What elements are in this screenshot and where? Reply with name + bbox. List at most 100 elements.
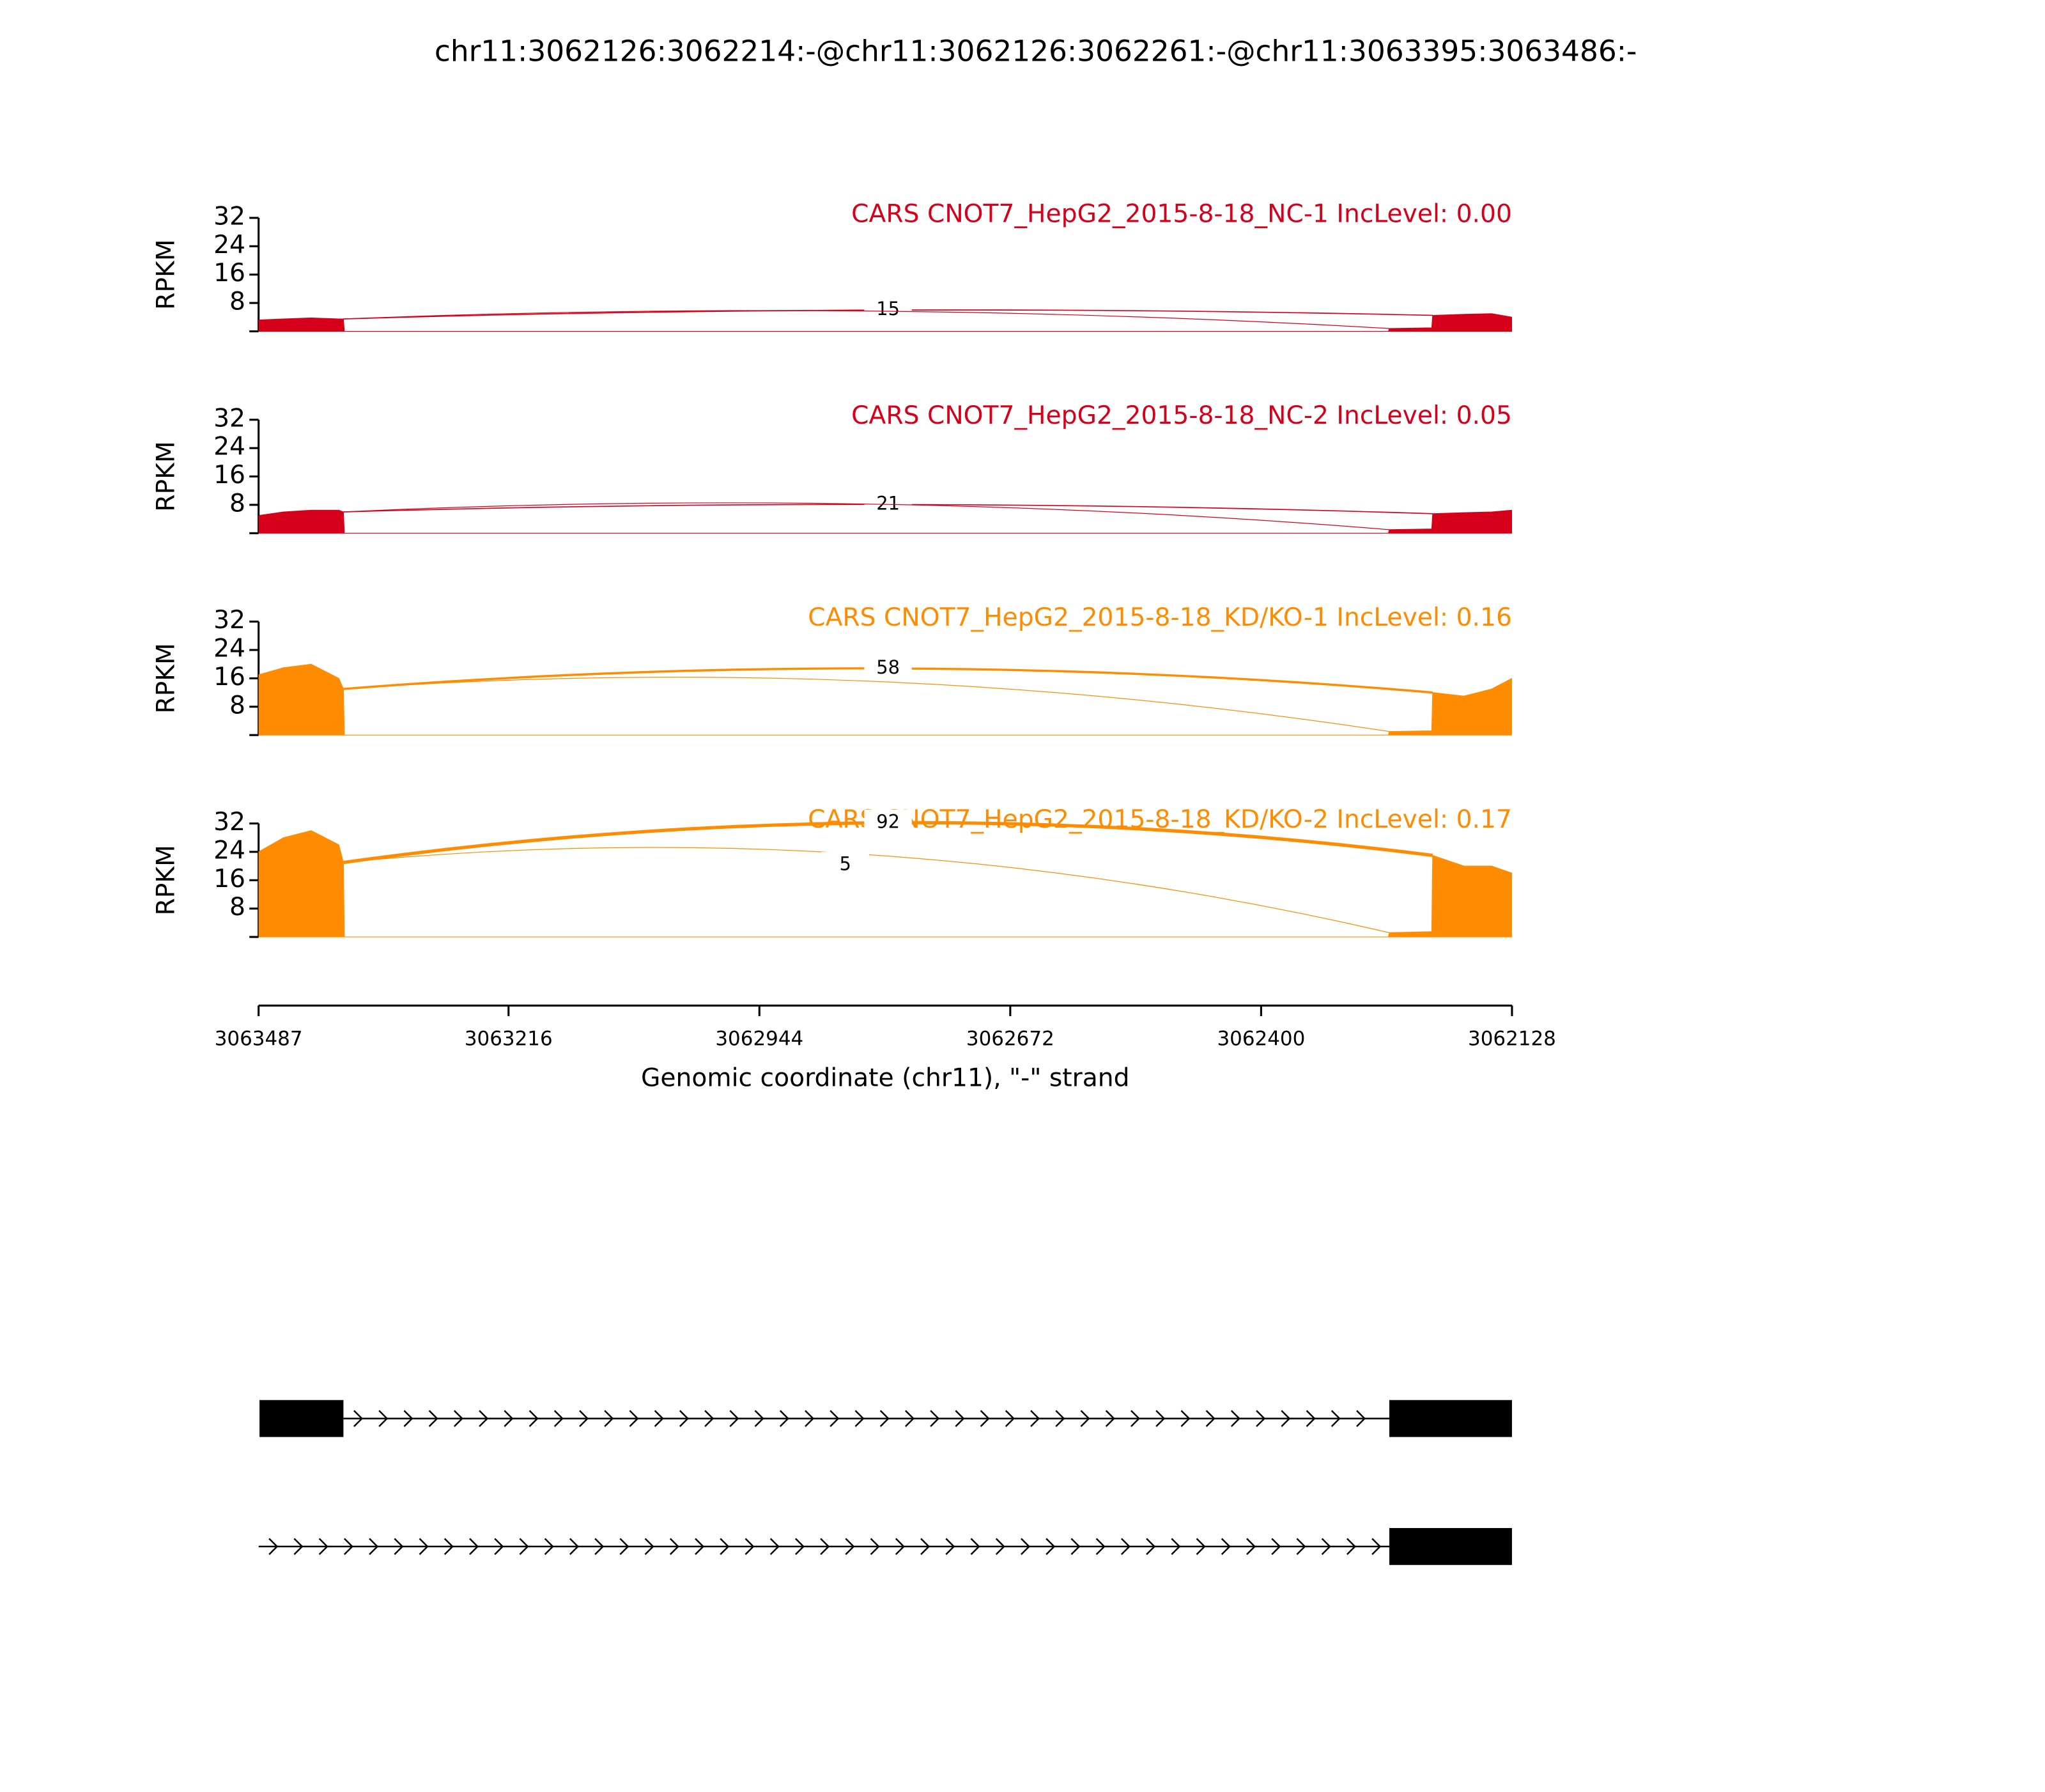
x-tick-label: 3062672 (966, 1028, 1054, 1051)
y-tick-label: 24 (213, 635, 245, 663)
strand-chevron (494, 1538, 504, 1556)
strand-chevron (879, 1410, 890, 1427)
y-axis-label: RPKM (152, 441, 181, 511)
strand-chevron (745, 1538, 755, 1556)
strand-chevron (428, 1410, 438, 1427)
panel: CARS CNOT7_HepG2_2015-8-18_NC-1 IncLevel… (152, 199, 1512, 332)
strand-chevron (1005, 1410, 1015, 1427)
strand-chevron (569, 1538, 580, 1556)
coverage-area (258, 830, 1512, 938)
y-tick-label: 16 (213, 865, 245, 893)
strand-chevron (394, 1538, 404, 1556)
junction-label-bg (821, 852, 869, 879)
panel: CARS CNOT7_HepG2_2015-8-18_NC-2 IncLevel… (152, 401, 1512, 534)
strand-chevron (795, 1538, 805, 1556)
panel-title: CARS CNOT7_HepG2_2015-8-18_KD/KO-1 IncLe… (808, 603, 1512, 632)
x-tick-label: 3062944 (715, 1028, 803, 1051)
y-tick-label: 8 (229, 288, 245, 316)
y-axis-label: RPKM (152, 643, 181, 713)
strand-chevron (378, 1410, 389, 1427)
strand-chevron (453, 1410, 463, 1427)
junction-arc (343, 502, 1390, 530)
strand-chevron (995, 1538, 1005, 1556)
strand-chevron (629, 1410, 639, 1427)
strand-chevron (1331, 1410, 1341, 1427)
strand-chevron (504, 1410, 514, 1427)
strand-chevron (870, 1538, 880, 1556)
strand-chevron (644, 1538, 654, 1556)
strand-chevron (805, 1410, 815, 1427)
x-axis-label: Genomic coordinate (chr11), "-" strand (641, 1064, 1130, 1093)
strand-chevron (970, 1538, 980, 1556)
strand-chevron (845, 1538, 855, 1556)
strand-chevron (604, 1410, 614, 1427)
strand-chevron (318, 1538, 328, 1556)
strand-chevron (669, 1538, 679, 1556)
strand-chevron (419, 1538, 429, 1556)
strand-chevron (854, 1410, 865, 1427)
strand-chevron (930, 1410, 940, 1427)
transcript (259, 1400, 1512, 1437)
junction-label-bg (864, 655, 912, 682)
strand-chevron (1095, 1538, 1106, 1556)
junction-count: 5 (839, 853, 851, 875)
strand-chevron (1120, 1538, 1131, 1556)
y-tick-label: 16 (213, 259, 245, 288)
y-tick-label: 32 (213, 808, 245, 837)
junction-arc (343, 310, 1390, 329)
x-tick-label: 3063487 (215, 1028, 303, 1051)
strand-chevron (1171, 1538, 1181, 1556)
strand-chevron (695, 1538, 705, 1556)
strand-chevron (955, 1410, 965, 1427)
y-tick-label: 24 (213, 433, 245, 461)
strand-chevron (754, 1410, 764, 1427)
y-axis-label: RPKM (152, 239, 181, 309)
strand-chevron (1080, 1410, 1090, 1427)
exon (1389, 1527, 1512, 1565)
junction-label-bg (864, 809, 912, 837)
y-tick-label: 24 (213, 231, 245, 259)
panel-title: CARS CNOT7_HepG2_2015-8-18_NC-2 IncLevel… (851, 401, 1512, 430)
strand-chevron (1356, 1410, 1366, 1427)
junction-label-bg (864, 297, 912, 323)
strand-chevron (1230, 1410, 1240, 1427)
strand-chevron (529, 1410, 539, 1427)
y-tick-label: 32 (213, 202, 245, 231)
plot-title: chr11:3062126:3062214:-@chr11:3062126:30… (435, 34, 1637, 68)
strand-chevron (293, 1538, 304, 1556)
strand-chevron (343, 1538, 353, 1556)
strand-chevron (1246, 1538, 1256, 1556)
strand-chevron (479, 1410, 489, 1427)
strand-chevron (769, 1538, 780, 1556)
exon (259, 1400, 344, 1437)
junction-count: 15 (876, 298, 900, 320)
panel: CARS CNOT7_HepG2_2015-8-18_KD/KO-2 IncLe… (152, 805, 1512, 938)
strand-chevron (920, 1538, 930, 1556)
strand-chevron (830, 1410, 840, 1427)
strand-chevron (1281, 1410, 1291, 1427)
strand-chevron (268, 1538, 279, 1556)
junction-count: 58 (876, 656, 900, 678)
strand-chevron (1131, 1410, 1141, 1427)
junction-count: 21 (876, 492, 900, 514)
strand-chevron (729, 1410, 739, 1427)
strand-chevron (369, 1538, 379, 1556)
x-tick-label: 3062128 (1468, 1028, 1556, 1051)
panel: CARS CNOT7_HepG2_2015-8-18_KD/KO-1 IncLe… (152, 603, 1512, 736)
x-tick-label: 3062400 (1217, 1028, 1305, 1051)
coverage-area (258, 509, 1512, 534)
strand-chevron (654, 1410, 664, 1427)
strand-chevron (553, 1410, 564, 1427)
transcript (258, 1527, 1512, 1565)
junction-count: 92 (876, 810, 900, 832)
y-tick-label: 8 (229, 893, 245, 922)
panel-title: CARS CNOT7_HepG2_2015-8-18_NC-1 IncLevel… (851, 199, 1512, 228)
strand-chevron (820, 1538, 830, 1556)
y-tick-label: 24 (213, 836, 245, 865)
strand-chevron (594, 1538, 605, 1556)
coverage-area (258, 663, 1512, 736)
y-axis-label: RPKM (152, 845, 181, 915)
strand-chevron (544, 1538, 554, 1556)
strand-chevron (1296, 1538, 1306, 1556)
